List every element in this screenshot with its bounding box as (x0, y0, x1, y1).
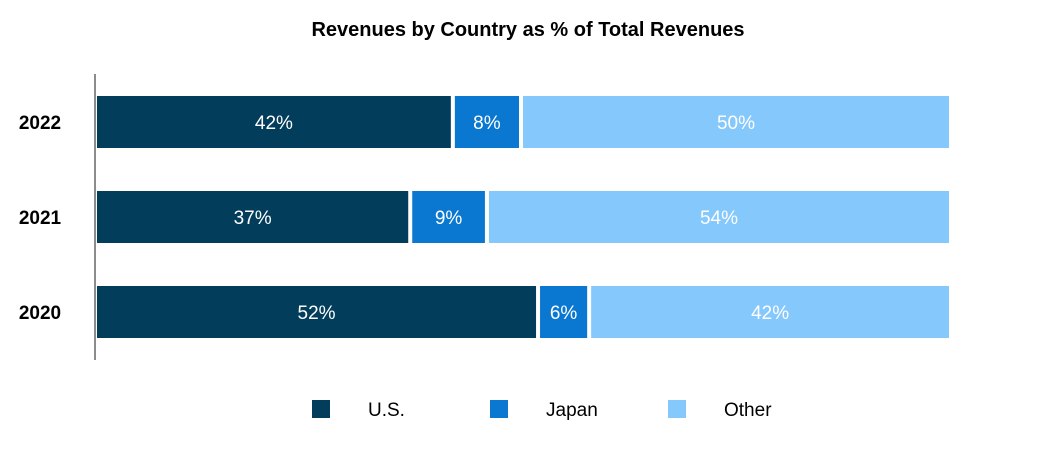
bar-u-s-2022 (97, 96, 451, 148)
bar-other-2022 (523, 96, 949, 148)
data-label-japan-2022: 8% (473, 113, 501, 134)
bars-group: 42% 8% 50% 37% 9% 54% 52% 6% 42% (97, 96, 949, 338)
bar-other-2021 (488, 191, 949, 243)
data-label-u-s-2021: 37% (234, 208, 272, 229)
legend-label-japan: Japan (546, 400, 598, 421)
bar-u-s-2021 (97, 191, 409, 243)
legend: U.S. Japan Other (312, 400, 772, 421)
legend-label-other: Other (724, 400, 772, 421)
category-label-2020: 2020 (19, 303, 61, 324)
bar-japan-2022 (454, 96, 519, 148)
category-labels: 2022 2021 2020 (19, 113, 62, 324)
data-label-other-2022: 50% (717, 113, 755, 134)
legend-label-u-s: U.S. (368, 400, 405, 421)
bar-japan-2020 (540, 286, 588, 338)
data-label-japan-2021: 9% (435, 208, 463, 229)
chart-title: Revenues by Country as % of Total Revenu… (311, 19, 744, 41)
category-label-2022: 2022 (19, 113, 61, 134)
legend-swatch-u-s (312, 400, 330, 418)
data-label-u-s-2020: 52% (298, 303, 336, 324)
bar-other-2020 (591, 286, 949, 338)
legend-swatch-other (668, 400, 686, 418)
data-label-u-s-2022: 42% (255, 113, 293, 134)
data-label-japan-2020: 6% (550, 303, 578, 324)
bar-u-s-2020 (97, 286, 537, 338)
bar-japan-2021 (412, 191, 485, 243)
legend-swatch-japan (490, 400, 508, 418)
data-label-other-2021: 54% (700, 208, 738, 229)
data-label-other-2020: 42% (751, 303, 789, 324)
category-label-2021: 2021 (19, 208, 62, 229)
